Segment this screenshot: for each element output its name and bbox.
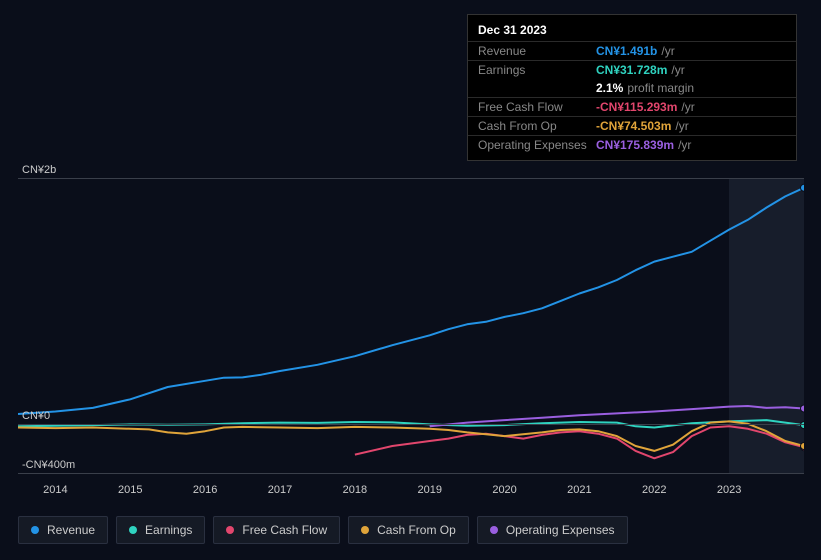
tooltip-metric-unit: /yr [681,100,694,114]
legend-item-free-cash-flow[interactable]: Free Cash Flow [213,516,340,544]
tooltip-metric-unit: /yr [678,138,691,152]
legend-label: Cash From Op [377,523,456,537]
tooltip-metric-unit: /yr [675,119,688,133]
x-axis-label: 2023 [717,484,741,496]
x-axis-label: 2019 [417,484,441,496]
tooltip-metric-unit: profit margin [627,81,694,95]
tooltip-metric-value: CN¥1.491b [596,44,657,58]
x-axis-label: 2016 [193,484,217,496]
tooltip-metric-value: -CN¥74.503m [596,119,671,133]
series-line-revenue [18,188,804,414]
tooltip-row: Operating ExpensesCN¥175.839m/yr [468,135,796,154]
x-axis-label: 2022 [642,484,666,496]
y-axis-label: CN¥2b [22,164,56,176]
tooltip-metric-label: Free Cash Flow [478,100,596,114]
tooltip-row: Cash From Op-CN¥74.503m/yr [468,116,796,135]
x-axis-label: 2015 [118,484,142,496]
x-axis-label: 2021 [567,484,591,496]
tooltip-metric-value: CN¥31.728m [596,63,667,77]
legend-label: Earnings [145,523,192,537]
tooltip-metric-label: Cash From Op [478,119,596,133]
legend-label: Operating Expenses [506,523,615,537]
legend: Revenue Earnings Free Cash Flow Cash From O… [18,516,628,544]
x-axis-label: 2020 [492,484,516,496]
data-tooltip: Dec 31 2023RevenueCN¥1.491b/yrEarningsCN… [467,14,797,161]
tooltip-row: RevenueCN¥1.491b/yr [468,41,796,60]
tooltip-metric-unit: /yr [661,44,674,58]
series-end-marker [801,405,805,412]
tooltip-row: Free Cash Flow-CN¥115.293m/yr [468,97,796,116]
tooltip-date: Dec 31 2023 [468,21,796,41]
legend-label: Free Cash Flow [242,523,327,537]
series-line-free-cash-flow [355,426,804,458]
legend-item-cash-from-op[interactable]: Cash From Op [348,516,469,544]
gridline [18,424,804,425]
tooltip-metric-label: Operating Expenses [478,138,596,152]
legend-dot-icon [490,526,498,534]
legend-item-earnings[interactable]: Earnings [116,516,205,544]
chart-plot [18,160,804,478]
series-end-marker [801,443,805,450]
tooltip-metric-value: 2.1% [596,81,623,95]
x-axis-label: 2018 [343,484,367,496]
tooltip-metric-value: CN¥175.839m [596,138,674,152]
legend-dot-icon [129,526,137,534]
series-line-cash-from-op [18,421,804,451]
tooltip-metric-value: -CN¥115.293m [596,100,677,114]
series-end-marker [801,184,805,191]
tooltip-metric-label: Revenue [478,44,596,58]
x-axis-label: 2014 [43,484,67,496]
gridline [18,178,804,179]
tooltip-metric-unit: /yr [671,63,684,77]
legend-dot-icon [226,526,234,534]
financials-chart: CN¥2b CN¥0 -CN¥400m [18,160,804,480]
legend-dot-icon [361,526,369,534]
y-axis-label: CN¥0 [22,410,50,422]
series-end-marker [801,422,805,429]
x-axis-label: 2017 [268,484,292,496]
legend-dot-icon [31,526,39,534]
tooltip-metric-label: Earnings [478,63,596,77]
legend-item-revenue[interactable]: Revenue [18,516,108,544]
legend-label: Revenue [47,523,95,537]
gridline [18,473,804,474]
legend-item-operating-expenses[interactable]: Operating Expenses [477,516,628,544]
tooltip-metric-label [478,81,596,95]
y-axis-label: -CN¥400m [22,459,75,471]
tooltip-row: EarningsCN¥31.728m/yr [468,60,796,79]
tooltip-row: 2.1% profit margin [468,79,796,97]
